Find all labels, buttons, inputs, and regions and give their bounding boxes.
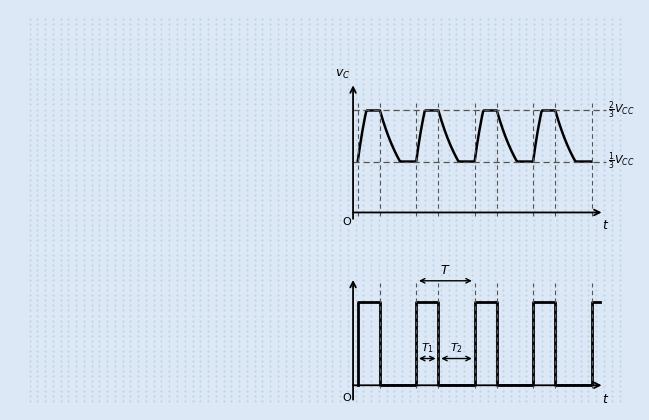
Text: $\frac{1}{3}V_{CC}$: $\frac{1}{3}V_{CC}$ [608,151,635,172]
Text: $t$: $t$ [602,393,609,406]
Text: $v_C$: $v_C$ [336,68,350,81]
Text: O: O [343,393,351,403]
Text: $\frac{2}{3}V_{CC}$: $\frac{2}{3}V_{CC}$ [608,100,635,121]
Text: O: O [343,217,351,227]
Text: $t$: $t$ [602,218,609,231]
Text: $T$: $T$ [440,264,450,277]
Text: $T_2$: $T_2$ [450,341,463,355]
Text: $T_1$: $T_1$ [421,341,434,355]
